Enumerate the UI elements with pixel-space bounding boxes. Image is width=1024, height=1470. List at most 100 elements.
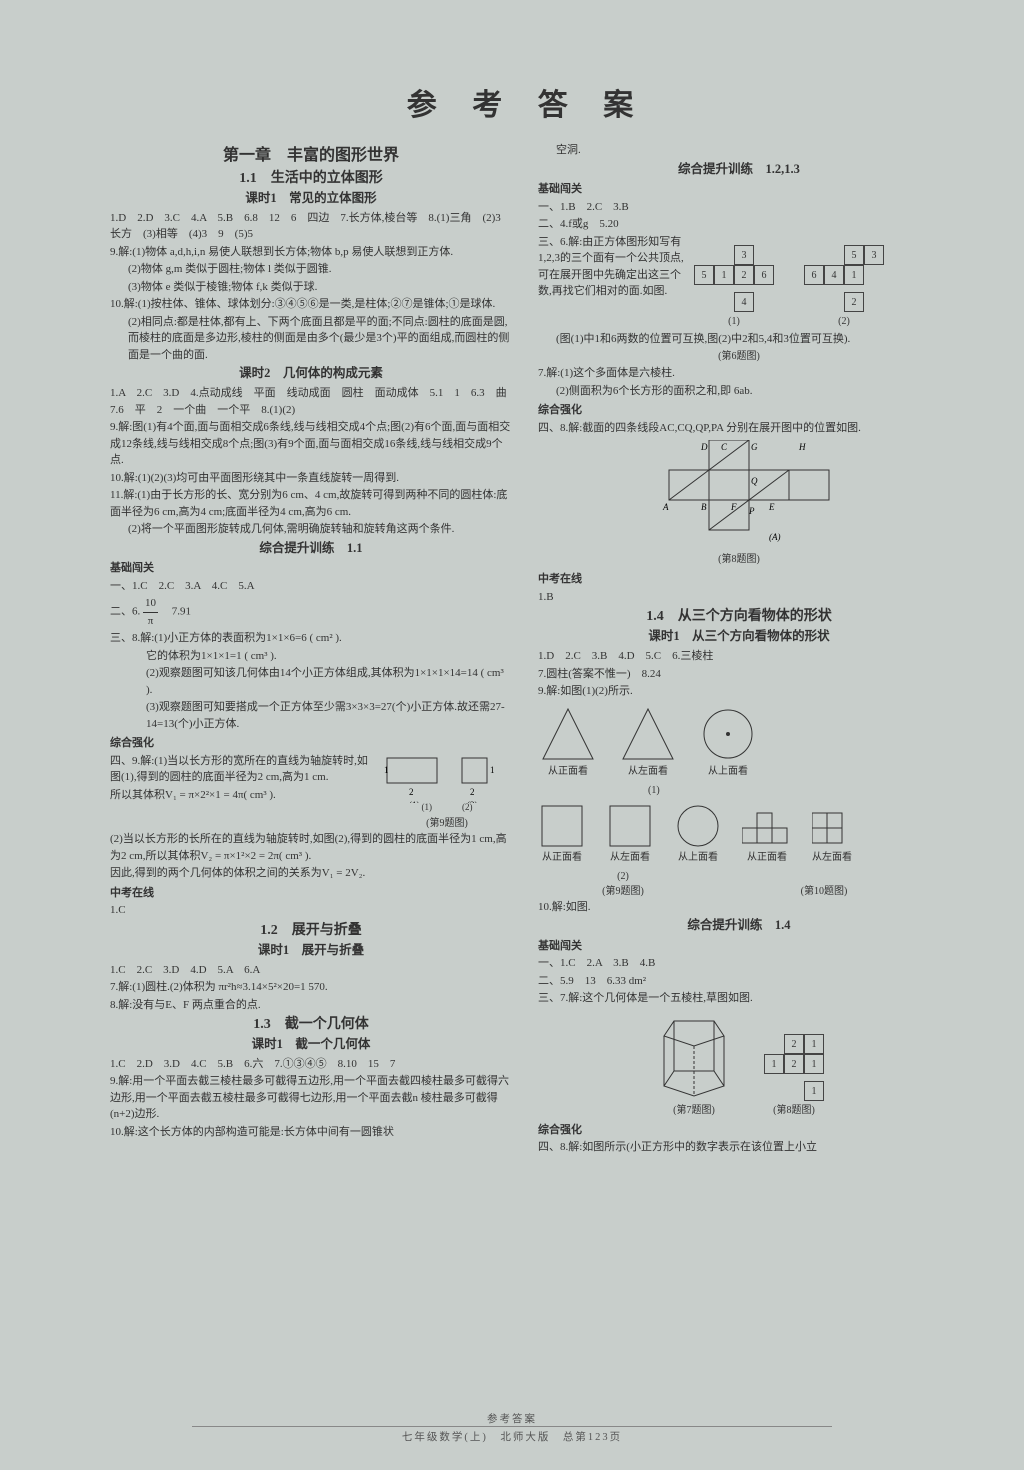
fig10-caption: (第10题图) <box>708 884 940 899</box>
enhance-label: 综合强化 <box>110 735 512 752</box>
view-label: 从正面看 <box>538 764 598 779</box>
view-label: 从左面看 <box>618 764 678 779</box>
fig6-caption: (第6题图) <box>538 349 940 364</box>
unfold-diagram: D C G H Q A B F P E (A) <box>639 440 839 550</box>
frac-num: 10 <box>143 595 158 613</box>
q9-text: 9.解:图(1)有4个面,面与面相交成6条线,线与线相交成4个点;图(2)有6个… <box>110 419 512 469</box>
part2: 二、6. 10 π 7.91 <box>110 595 512 629</box>
q9-text: 9.解:用一个平面去截三棱柱最多可截得五边形,用一个平面去截四棱柱最多可截得六边… <box>110 1073 512 1123</box>
svg-text:1: 1 <box>384 765 389 775</box>
q9-2: (2)物体 g,m 类似于圆柱;物体 l 类似于圆锥. <box>110 261 512 278</box>
net-fig-2: 53 641 2 (2) <box>804 238 884 329</box>
q11-2: (2)将一个平面图形旋转成几何体,需明确旋转轴和旋转角这两个条件. <box>110 521 512 538</box>
svg-text:2: 2 <box>409 787 414 797</box>
q6-text: 三、6.解:由正方体图形知写有1,2,3的三个面有一个公共顶点,可在展开图中先确… <box>538 234 688 300</box>
cont-text: 空洞. <box>538 142 940 159</box>
svg-text:1: 1 <box>490 765 495 775</box>
q8-text: 8.解:没有与E、F 两点重合的点. <box>110 997 512 1014</box>
q11-1: 11.解:(1)由于长方形的长、宽分别为6 cm、4 cm,故旋转可得到两种不同… <box>110 487 512 520</box>
q10-text: 10.解:这个长方体的内部构造可能是:长方体中间有一圆锥状 <box>110 1124 512 1141</box>
q10-1: 10.解:(1)按柱体、锥体、球体划分:③④⑤⑥是一类,是柱体;②⑦是锥体;①是… <box>110 296 512 313</box>
q10-2: (2)相同点:都是柱体,都有上、下两个底面且都是平的面;不同点:圆柱的底面是圆,… <box>110 314 512 364</box>
basic-label: 基础闯关 <box>538 181 940 198</box>
enhance-label: 综合强化 <box>538 402 940 419</box>
training-1-1: 综合提升训练 1.1 <box>110 539 512 558</box>
page-root: 参 考 答 案 第一章 丰富的图形世界 1.1 生活中的立体图形 课时1 常见的… <box>0 0 1024 1470</box>
online-label: 中考在线 <box>110 885 512 902</box>
q8-4: (3)观察题图可知要搭成一个正方体至少需3×3×3=27(个)小正方体.故还需2… <box>110 699 512 732</box>
q7-text: 7.解:(1)圆柱.(2)体积为 πr²h≈3.14×5²×20=1 570. <box>110 979 512 996</box>
lesson-1-4-1: 课时1 从三个方向看物体的形状 <box>538 627 940 646</box>
svg-text:G: G <box>751 442 758 452</box>
fig9-caption: (第9题图) <box>538 884 708 899</box>
q8-2: 它的体积为1×1×1=1 ( cm³ ). <box>110 648 512 665</box>
frac-den: π <box>143 613 158 630</box>
q9-block: 四、9.解:(1)当以长方形的宽所在的直线为轴旋转时,如图(1),得到的圆柱的底… <box>110 753 512 832</box>
net-fig-8: 21 121 1 <box>764 1027 824 1101</box>
figs-7-8: (第7题图) 21 121 1 (第8题图) <box>538 1011 940 1118</box>
lesson-1-3-1: 课时1 截一个几何体 <box>110 1035 512 1054</box>
lesson-1-2-1: 课时1 展开与折叠 <box>110 941 512 960</box>
fig8b-caption: (第8题图) <box>764 1103 824 1118</box>
part2: 二、5.9 13 6.33 dm² <box>538 973 940 990</box>
view-label: 从正面看 <box>538 850 586 865</box>
q9-3: (3)物体 e 类似于棱锥;物体 f,k 类似于球. <box>110 279 512 296</box>
two-column-layout: 第一章 丰富的图形世界 1.1 生活中的立体图形 课时1 常见的立体图形 1.D… <box>110 142 944 1157</box>
lesson-1-1-2: 课时2 几何体的构成元素 <box>110 364 512 383</box>
views-row-1: 从正面看 从左面看 从上面看 <box>538 704 940 779</box>
part1: 一、1.C 2.A 3.B 4.B <box>538 955 940 972</box>
svg-text:C: C <box>721 442 728 452</box>
q6-block: 三、6.解:由正方体图形知写有1,2,3的三个面有一个公共顶点,可在展开图中先确… <box>538 234 940 331</box>
view-label: 从左面看 <box>812 850 852 865</box>
footer-top: 参考答案 <box>0 1411 1024 1426</box>
svg-text:E: E <box>768 502 775 512</box>
view-label: 从上面看 <box>674 850 722 865</box>
answers-line: 1.A 2.C 3.D 4.点动成线 平面 线动成面 圆柱 面动成体 5.1 1… <box>110 385 512 418</box>
svg-text:(A): (A) <box>769 532 781 542</box>
q9-lead: 9.解:如图(1)(2)所示. <box>538 683 940 700</box>
fig9-caption: (第9题图) <box>382 816 512 831</box>
fig7-caption: (第7题图) <box>654 1103 734 1118</box>
section-1-2: 1.2 展开与折叠 <box>110 920 512 941</box>
q8-1: 三、8.解:(1)小正方体的表面积为1×1×6=6 ( cm² ). <box>110 630 512 647</box>
section-1-4: 1.4 从三个方向看物体的形状 <box>538 606 940 627</box>
views-row-2: 从正面看 从左面看 从上面看 从正面看 <box>538 802 940 865</box>
svg-text:A: A <box>662 502 669 512</box>
view-label: 从左面看 <box>606 850 654 865</box>
page-footer: 参考答案 七年级数学(上) 北师大版 总第123页 <box>0 1411 1024 1444</box>
q8-text: 四、8.解:如图所示(小正方形中的数字表示在该位置上小立 <box>538 1139 940 1156</box>
q9-text-4: 因此,得到的两个几何体的体积之间的关系为V₁ = 2V₂. <box>110 865 512 882</box>
svg-text:H: H <box>798 442 806 452</box>
fig8-caption: (第8题图) <box>538 552 940 567</box>
q9-text-3: (2)当以长方形的长所在的直线为轴旋转时,如图(2),得到的圆柱的底面半径为1 … <box>110 831 512 864</box>
enhance-label: 综合强化 <box>538 1122 940 1139</box>
fig8-wrap: D C G H Q A B F P E (A) (第8题图) <box>538 440 940 567</box>
lesson-1-1-1: 课时1 常见的立体图形 <box>110 189 512 208</box>
svg-text:2: 2 <box>470 787 475 797</box>
q6-text-b: (图(1)中1和6两数的位置可互换,图(2)中2和5,4和3位置可互换). <box>538 331 940 348</box>
svg-text:Q: Q <box>751 476 758 486</box>
part1: 一、1.B 2.C 3.B <box>538 199 940 216</box>
basic-label: 基础闯关 <box>538 938 940 955</box>
training-1-4: 综合提升训练 1.4 <box>538 916 940 935</box>
answers-line: 1.D 2.C 3.B 4.D 5.C 6.三棱柱 <box>538 648 940 665</box>
section-1-3: 1.3 截一个几何体 <box>110 1014 512 1035</box>
q9-text-1: 四、9.解:(1)当以长方形的宽所在的直线为轴旋转时,如图(1),得到的圆柱的底… <box>110 753 374 786</box>
q10-lead: 10.解:如图. <box>538 899 940 916</box>
left-column: 第一章 丰富的图形世界 1.1 生活中的立体图形 课时1 常见的立体图形 1.D… <box>110 142 512 1157</box>
view-label: 从上面看 <box>698 764 758 779</box>
svg-text:(1): (1) <box>409 800 420 803</box>
q8-3: (2)观察题图可知该几何体由14个小正方体组成,其体积为1×1×1×14=14 … <box>110 665 512 698</box>
answers-line: 1.C 2.C 3.D 4.D 5.A 6.A <box>110 962 512 979</box>
online-label: 中考在线 <box>538 571 940 588</box>
rect-figures: 1 2 (1) 1 2 (2) <box>382 753 512 803</box>
answers-line: 1.D 2.D 3.C 4.A 5.B 6.8 12 6 四边 7.长方体,棱台… <box>110 210 512 243</box>
frac-prefix: 二、6. <box>110 606 140 618</box>
chapter-title: 第一章 丰富的图形世界 <box>110 144 512 168</box>
q9-text-2: 所以其体积V₁ = π×2²×1 = 4π( cm³ ). <box>110 787 374 804</box>
pentagonal-prism-icon <box>654 1011 734 1101</box>
basic-label: 基础闯关 <box>110 560 512 577</box>
part1: 一、1.C 2.C 3.A 4.C 5.A <box>110 578 512 595</box>
view-label: 从正面看 <box>742 850 792 865</box>
training-1-2-3: 综合提升训练 1.2,1.3 <box>538 160 940 179</box>
